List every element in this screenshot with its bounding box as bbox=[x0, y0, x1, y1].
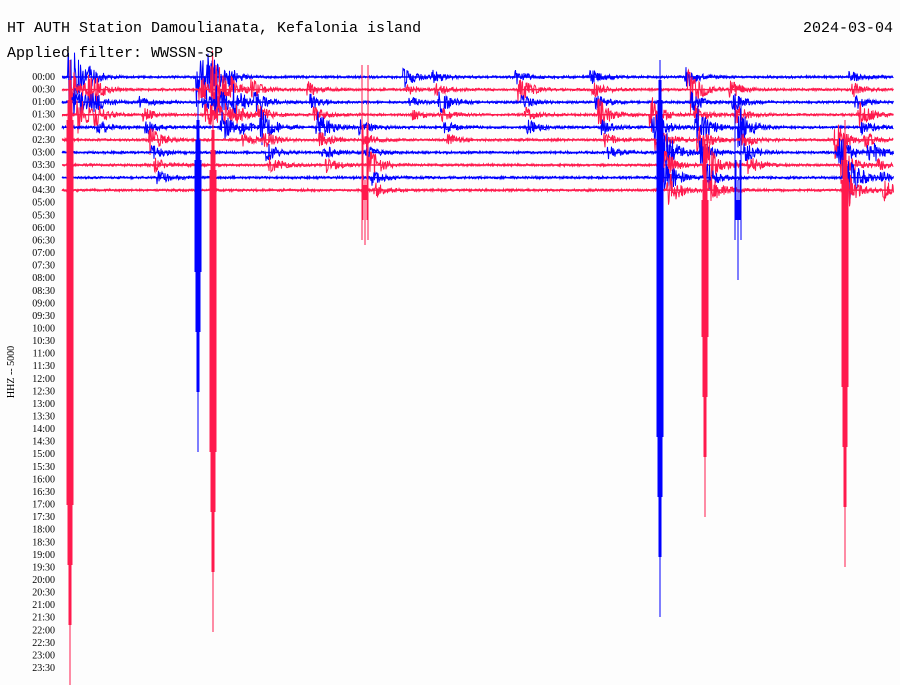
time-label: 02:00 bbox=[32, 122, 55, 133]
time-label: 04:00 bbox=[32, 173, 55, 184]
date: 2024-03-04 bbox=[803, 20, 893, 37]
time-label: 17:30 bbox=[32, 512, 55, 523]
time-label: 07:30 bbox=[32, 261, 55, 272]
trace bbox=[61, 129, 894, 190]
time-label: 20:30 bbox=[32, 588, 55, 599]
time-label: 20:00 bbox=[32, 575, 55, 586]
time-label: 08:00 bbox=[32, 273, 55, 284]
time-label: 01:30 bbox=[32, 110, 55, 121]
time-label: 19:30 bbox=[32, 562, 55, 573]
trace bbox=[61, 50, 894, 122]
time-label: 00:30 bbox=[32, 85, 55, 96]
time-label: 05:30 bbox=[32, 210, 55, 221]
time-label: 08:30 bbox=[32, 286, 55, 297]
trace bbox=[61, 96, 894, 134]
time-label: 00:00 bbox=[32, 72, 55, 83]
channel-label: HHZ -- 5000 bbox=[6, 346, 17, 398]
time-label: 18:00 bbox=[32, 525, 55, 536]
time-label: 15:00 bbox=[32, 449, 55, 460]
time-label: 11:30 bbox=[33, 361, 55, 372]
time-label: 21:00 bbox=[32, 600, 55, 611]
time-label: 12:30 bbox=[32, 386, 55, 397]
station-title: HT AUTH Station Damoulianata, Kefalonia … bbox=[7, 20, 421, 37]
time-label: 03:00 bbox=[32, 147, 55, 158]
trace bbox=[61, 83, 894, 121]
time-label: 23:30 bbox=[32, 663, 55, 674]
time-label: 14:30 bbox=[32, 437, 55, 448]
time-label: 13:00 bbox=[32, 399, 55, 410]
time-label: 05:00 bbox=[32, 198, 55, 209]
time-label: 16:00 bbox=[32, 474, 55, 485]
time-label: 23:00 bbox=[32, 650, 55, 661]
trace bbox=[61, 124, 894, 159]
trace bbox=[61, 105, 894, 148]
time-label: 02:30 bbox=[32, 135, 55, 146]
time-label: 13:30 bbox=[32, 412, 55, 423]
time-label: 04:30 bbox=[32, 185, 55, 196]
traces bbox=[61, 50, 894, 685]
time-label: 16:30 bbox=[32, 487, 55, 498]
time-label: 06:30 bbox=[32, 235, 55, 246]
trace bbox=[61, 52, 894, 117]
time-label: 09:30 bbox=[32, 311, 55, 322]
time-label: 06:00 bbox=[32, 223, 55, 234]
time-label: 15:30 bbox=[32, 462, 55, 473]
time-label: 14:00 bbox=[32, 424, 55, 435]
time-label: 21:30 bbox=[32, 613, 55, 624]
time-label: 10:00 bbox=[32, 323, 55, 334]
time-label: 09:00 bbox=[32, 298, 55, 309]
time-label: 03:30 bbox=[32, 160, 55, 171]
time-label: 01:00 bbox=[32, 97, 55, 108]
time-label: 17:00 bbox=[32, 500, 55, 511]
time-label: 18:30 bbox=[32, 537, 55, 548]
time-label: 07:00 bbox=[32, 248, 55, 259]
time-label: 12:00 bbox=[32, 374, 55, 385]
time-label: 22:00 bbox=[32, 625, 55, 636]
time-label: 22:30 bbox=[32, 638, 55, 649]
time-label: 11:00 bbox=[33, 349, 55, 360]
time-label: 10:30 bbox=[32, 336, 55, 347]
time-label: 19:00 bbox=[32, 550, 55, 561]
filter-label: Applied filter: WWSSN-SP bbox=[7, 45, 223, 62]
